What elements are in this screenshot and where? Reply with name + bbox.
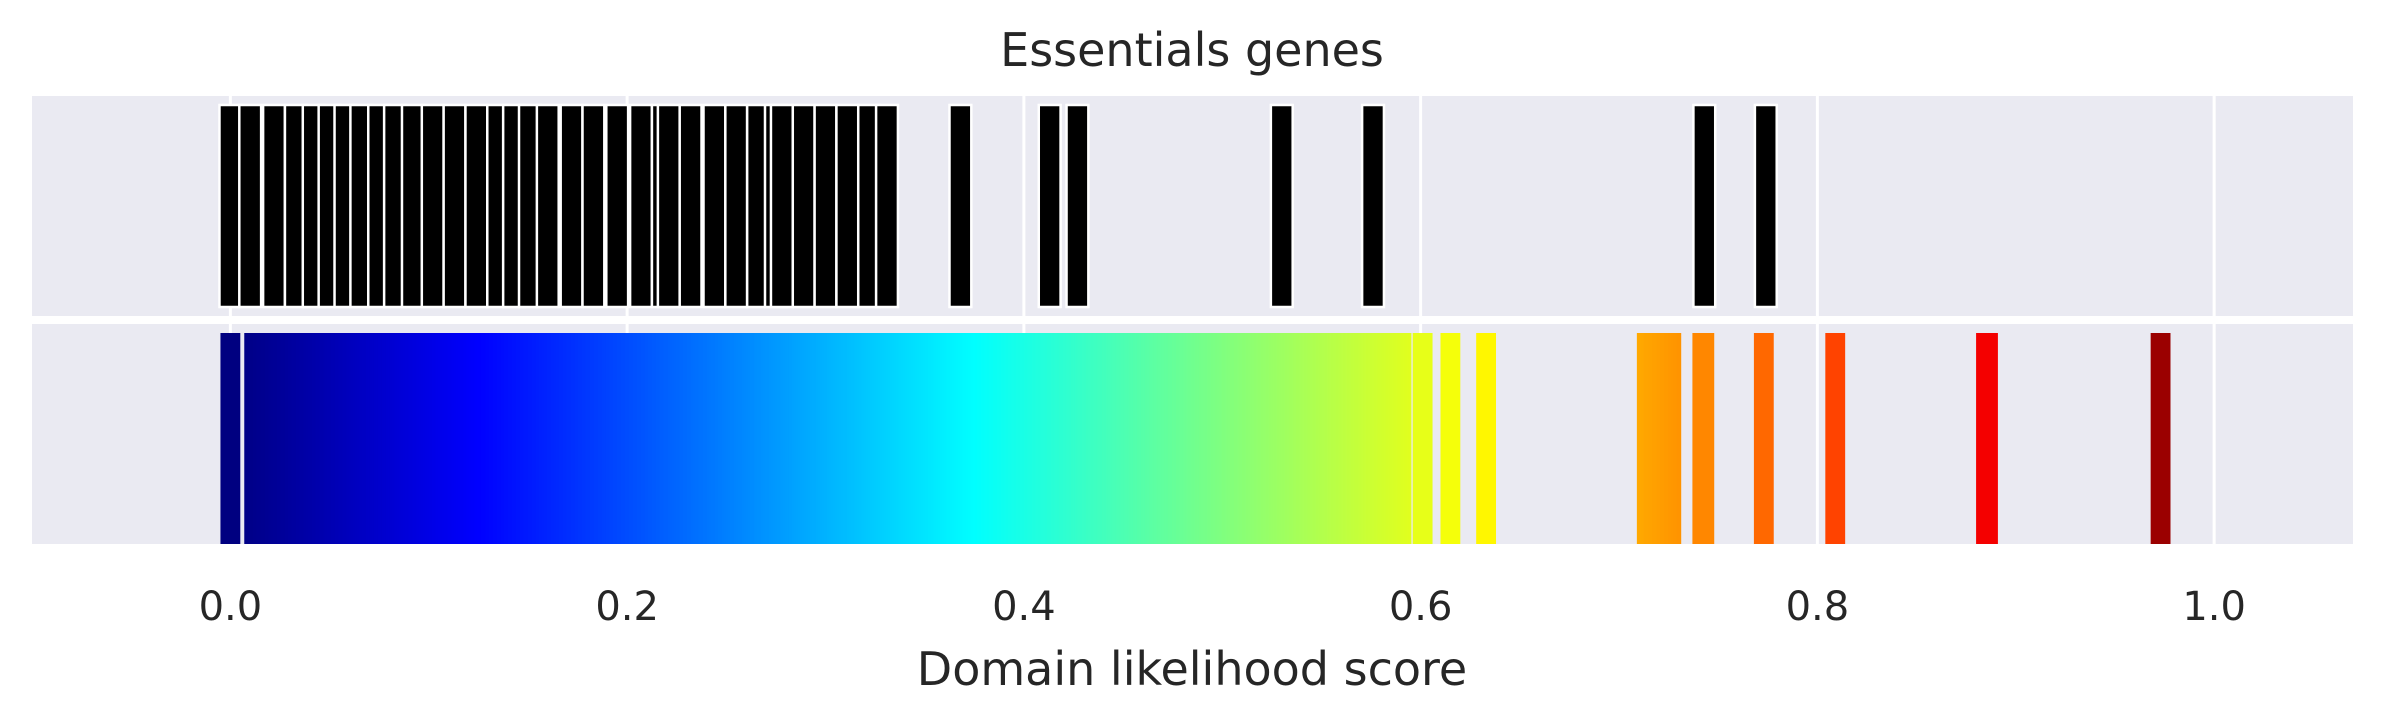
bottom-bar: [1754, 333, 1774, 544]
bottom-bar: [1976, 333, 1998, 544]
top-bar: [815, 105, 837, 307]
bottom-bar: [1692, 333, 1714, 544]
chart-title: Essentials genes: [1000, 23, 1384, 77]
x-tick-label: 0.4: [992, 584, 1056, 630]
bottom-bar: [1440, 333, 1460, 544]
x-tick-label: 0.8: [1786, 584, 1850, 630]
top-bar: [582, 105, 604, 307]
bottom-bar: [1825, 333, 1845, 544]
bottom-bar: [1413, 333, 1433, 544]
top-bar: [949, 105, 971, 307]
top-bar: [219, 105, 241, 307]
top-bar: [1755, 105, 1777, 307]
top-bar: [561, 105, 583, 307]
top-bar: [444, 105, 466, 307]
bottom-bar: [220, 333, 240, 544]
top-bar: [630, 105, 652, 307]
top-bar: [658, 105, 680, 307]
top-bar: [402, 105, 424, 307]
top-bar: [680, 105, 702, 307]
bottom-bar: [1637, 333, 1681, 544]
top-bar: [704, 105, 726, 307]
top-bar: [239, 105, 261, 307]
top-bar: [836, 105, 858, 307]
x-tick-label: 0.0: [199, 584, 263, 630]
top-bar: [465, 105, 487, 307]
top-bar: [725, 105, 747, 307]
bottom-bar: [2151, 333, 2171, 544]
top-bar: [1693, 105, 1715, 307]
bottom-bar: [1476, 333, 1496, 544]
x-tick-label: 0.2: [595, 584, 659, 630]
x-axis-label: Domain likelihood score: [917, 642, 1467, 696]
x-tick-label: 1.0: [2182, 584, 2246, 630]
top-bar: [606, 105, 628, 307]
top-bar: [876, 105, 898, 307]
bottom-bar: [244, 333, 1411, 544]
top-bar: [1039, 105, 1061, 307]
top-bar: [1271, 105, 1293, 307]
x-tick-label: 0.6: [1389, 584, 1453, 630]
top-bar: [1362, 105, 1384, 307]
top-bar: [263, 105, 285, 307]
top-bar: [793, 105, 815, 307]
top-bar: [537, 105, 559, 307]
top-bar: [771, 105, 793, 307]
x-axis-tick-labels: 0.0 0.2 0.4 0.6 0.8 1.0: [199, 584, 2246, 630]
top-bar: [1067, 105, 1089, 307]
top-bar: [422, 105, 444, 307]
